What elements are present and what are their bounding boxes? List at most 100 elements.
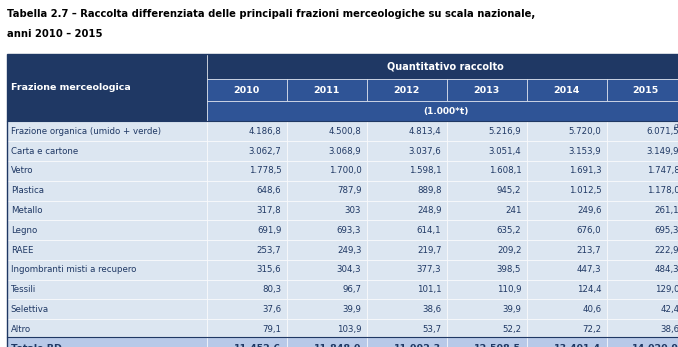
Text: 614,1: 614,1 — [417, 226, 441, 235]
Bar — [447, 201, 527, 220]
Bar — [607, 240, 678, 260]
Bar — [527, 319, 607, 339]
Text: 3.149,9: 3.149,9 — [647, 147, 678, 155]
Text: Metallo: Metallo — [11, 206, 42, 215]
Bar — [207, 337, 287, 347]
Text: 253,7: 253,7 — [257, 246, 281, 254]
Bar — [207, 101, 678, 121]
Text: 695,3: 695,3 — [655, 226, 678, 235]
Text: 37,6: 37,6 — [262, 305, 281, 314]
Bar — [527, 121, 607, 141]
Bar — [207, 240, 287, 260]
Bar — [287, 220, 367, 240]
Text: Selettiva: Selettiva — [11, 305, 49, 314]
Text: 1.778,5: 1.778,5 — [249, 167, 281, 175]
Text: 2013: 2013 — [474, 86, 500, 94]
Text: 484,3: 484,3 — [655, 265, 678, 274]
Text: Frazione organica (umido + verde): Frazione organica (umido + verde) — [11, 127, 161, 136]
Bar — [287, 161, 367, 181]
Text: 2014: 2014 — [554, 86, 580, 94]
Bar — [607, 280, 678, 299]
Bar — [7, 54, 207, 121]
Bar — [7, 181, 207, 201]
Bar — [367, 299, 447, 319]
Text: Vetro: Vetro — [11, 167, 33, 175]
Text: 222,9: 222,9 — [655, 246, 678, 254]
Text: 3.051,4: 3.051,4 — [489, 147, 521, 155]
Text: 11.452,6: 11.452,6 — [234, 344, 281, 347]
Bar — [367, 141, 447, 161]
Bar — [207, 54, 678, 79]
Text: 72,2: 72,2 — [582, 325, 601, 333]
Text: 1.747,8: 1.747,8 — [647, 167, 678, 175]
Text: 12.508,5: 12.508,5 — [475, 344, 521, 347]
Bar — [527, 260, 607, 280]
Text: 648,6: 648,6 — [257, 186, 281, 195]
Text: 209,2: 209,2 — [497, 246, 521, 254]
Text: Plastica: Plastica — [11, 186, 44, 195]
Bar — [287, 337, 367, 347]
Text: 4.813,4: 4.813,4 — [409, 127, 441, 136]
Text: 1.012,5: 1.012,5 — [569, 186, 601, 195]
Text: 3.037,6: 3.037,6 — [409, 147, 441, 155]
Text: 304,3: 304,3 — [337, 265, 361, 274]
Bar — [207, 181, 287, 201]
Text: 447,3: 447,3 — [577, 265, 601, 274]
Text: 38,6: 38,6 — [422, 305, 441, 314]
Text: 2015: 2015 — [633, 86, 659, 94]
Text: Legno: Legno — [11, 226, 37, 235]
Bar — [527, 240, 607, 260]
Text: 6.071,5: 6.071,5 — [647, 127, 678, 136]
Bar — [367, 161, 447, 181]
Text: 317,8: 317,8 — [257, 206, 281, 215]
Text: 101,1: 101,1 — [417, 285, 441, 294]
Text: 213,7: 213,7 — [577, 246, 601, 254]
Text: Quantitativo raccolto: Quantitativo raccolto — [387, 61, 504, 71]
Bar — [447, 121, 527, 141]
Text: (1): (1) — [673, 124, 678, 129]
Text: 315,6: 315,6 — [257, 265, 281, 274]
Bar — [7, 319, 207, 339]
Bar — [367, 201, 447, 220]
Text: 2011: 2011 — [314, 86, 340, 94]
Text: 39,9: 39,9 — [502, 305, 521, 314]
Bar — [447, 299, 527, 319]
Text: 4.500,8: 4.500,8 — [329, 127, 361, 136]
Text: 13.401,4: 13.401,4 — [555, 344, 601, 347]
Text: 14.020,9: 14.020,9 — [633, 344, 678, 347]
Text: Carta e cartone: Carta e cartone — [11, 147, 78, 155]
Bar — [527, 299, 607, 319]
Bar — [367, 240, 447, 260]
Text: Ingombranti misti a recupero: Ingombranti misti a recupero — [11, 265, 136, 274]
Text: 1.608,1: 1.608,1 — [489, 167, 521, 175]
Bar — [447, 260, 527, 280]
Text: 248,9: 248,9 — [417, 206, 441, 215]
Bar — [7, 141, 207, 161]
Bar — [527, 337, 607, 347]
Bar — [367, 260, 447, 280]
Text: Tabella 2.7 – Raccolta differenziata delle principali frazioni merceologiche su : Tabella 2.7 – Raccolta differenziata del… — [7, 9, 535, 19]
Bar — [527, 220, 607, 240]
Bar — [367, 181, 447, 201]
Text: 693,3: 693,3 — [337, 226, 361, 235]
Text: 3.153,9: 3.153,9 — [569, 147, 601, 155]
Text: 676,0: 676,0 — [577, 226, 601, 235]
Text: 2012: 2012 — [394, 86, 420, 94]
Bar — [207, 79, 287, 101]
Bar — [447, 161, 527, 181]
Bar — [607, 201, 678, 220]
Bar — [527, 181, 607, 201]
Text: 241: 241 — [505, 206, 521, 215]
Bar — [527, 79, 607, 101]
Bar — [447, 337, 527, 347]
Text: Totale RD: Totale RD — [11, 344, 62, 347]
Text: (1.000*t): (1.000*t) — [423, 107, 468, 116]
Text: 129,0: 129,0 — [655, 285, 678, 294]
Bar — [447, 280, 527, 299]
Text: 42,4: 42,4 — [660, 305, 678, 314]
Text: 1.691,3: 1.691,3 — [569, 167, 601, 175]
Text: 110,9: 110,9 — [497, 285, 521, 294]
Text: Altro: Altro — [11, 325, 31, 333]
Text: 219,7: 219,7 — [417, 246, 441, 254]
Bar — [207, 121, 287, 141]
